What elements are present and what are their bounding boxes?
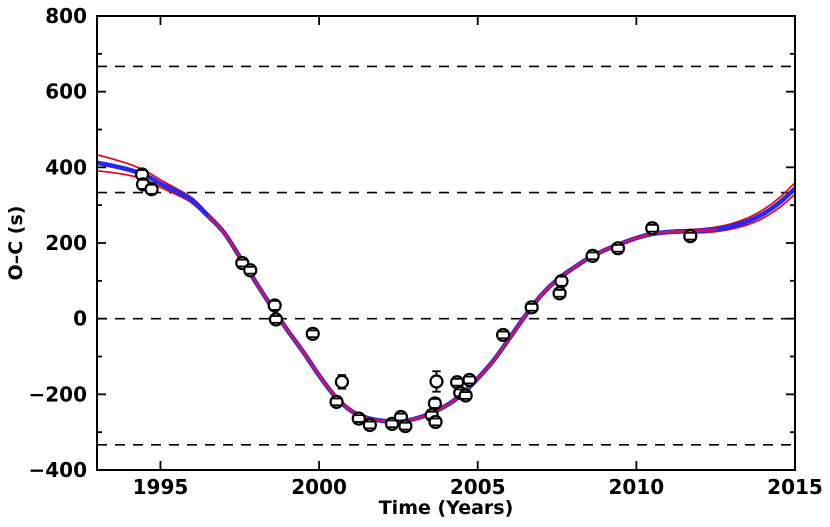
data-point (144, 182, 159, 197)
data-point (610, 241, 626, 256)
x-tick-label: 2000 (291, 475, 347, 499)
upper-bound-curve (97, 154, 795, 422)
y-tick-label: −200 (28, 382, 87, 406)
data-point (362, 417, 377, 433)
data-point-marker (334, 374, 350, 389)
data-point (398, 419, 413, 434)
fit-curves (97, 154, 795, 424)
data-point (334, 374, 350, 390)
data-point (683, 229, 698, 244)
data-point (243, 263, 258, 278)
axis-ticks (97, 15, 796, 471)
data-point-marker (144, 182, 159, 197)
data-point (458, 388, 473, 403)
y-tick-label: 400 (45, 155, 87, 179)
y-tick-label: 600 (45, 80, 87, 104)
dashed-reference-lines (97, 65, 795, 446)
data-point (496, 327, 511, 343)
data-point (427, 396, 442, 411)
data-point (267, 298, 282, 313)
data-point (585, 248, 600, 263)
data-point-marker (267, 298, 282, 313)
tick-labels: 1995 2000 2005 2010 2015 −400 −200 0 200 400 600 80… (28, 4, 822, 499)
x-tick-label: 2010 (609, 475, 665, 499)
y-tick-label: −400 (28, 458, 87, 482)
x-axis-title: Time (Years) (379, 497, 514, 519)
data-point-marker (429, 374, 444, 389)
data-point (645, 221, 660, 236)
y-tick-label: 0 (73, 307, 87, 331)
data-point-marker (554, 274, 569, 289)
data-point (552, 286, 567, 301)
best-fit-curve (97, 160, 795, 424)
data-point (554, 274, 569, 289)
data-point (429, 370, 444, 393)
data-point (305, 326, 320, 341)
data-point (462, 372, 477, 388)
data-point (329, 394, 344, 409)
data-point (428, 414, 443, 430)
y-tick-label: 200 (45, 231, 87, 255)
x-tick-label: 2005 (450, 475, 506, 499)
data-point (351, 411, 366, 426)
x-tick-label: 1995 (133, 475, 189, 499)
data-point-marker (427, 396, 442, 411)
y-axis-title: O–C (s) (5, 206, 27, 281)
data-point (268, 312, 284, 327)
y-tick-label: 800 (45, 4, 87, 28)
data-points (134, 167, 698, 434)
data-point (524, 300, 539, 315)
x-tick-label: 2015 (767, 475, 823, 499)
